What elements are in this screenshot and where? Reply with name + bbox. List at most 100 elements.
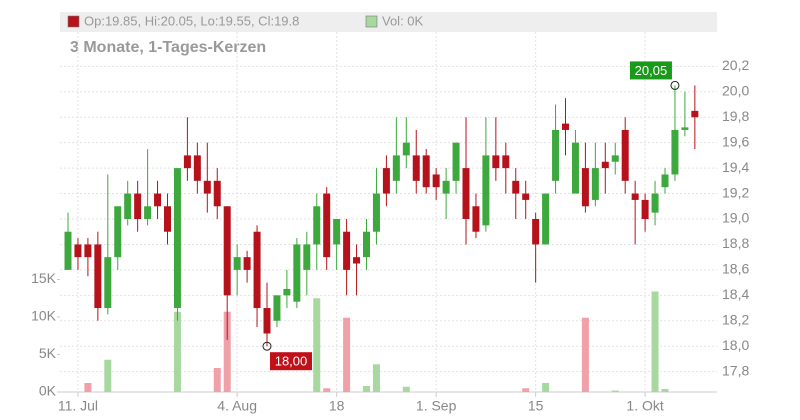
candle-body <box>84 244 92 258</box>
y2-tick-label: 15K <box>31 270 57 286</box>
volume-bar <box>313 298 321 392</box>
candle-body <box>472 206 480 232</box>
candle-body <box>382 168 390 194</box>
y-tick-label: 18,0 <box>722 337 749 353</box>
volume-bar <box>581 317 589 392</box>
candle-body <box>422 155 430 188</box>
volume-bar <box>661 389 669 392</box>
annotation-box <box>270 352 312 371</box>
candle-body <box>482 155 490 226</box>
candle-body <box>303 244 311 270</box>
candle-body <box>144 206 152 219</box>
candle-body <box>124 193 132 219</box>
annotation-marker <box>262 341 272 351</box>
candle-body <box>223 206 231 296</box>
candle-body <box>74 244 82 258</box>
candle-body <box>333 218 341 245</box>
x-tick-label: 18 <box>329 398 345 414</box>
y-tick-label: 19,4 <box>722 159 749 175</box>
volume-bar <box>651 291 659 392</box>
candle-body <box>492 155 500 169</box>
candle-body <box>691 110 699 118</box>
candle-body <box>452 142 460 181</box>
y-tick-label: 20,0 <box>722 82 749 98</box>
candle-body <box>154 193 162 207</box>
legend-label: Vol: 0K <box>382 13 424 28</box>
volume-bar <box>522 388 530 392</box>
volume-bar <box>402 386 410 392</box>
candle-body <box>203 180 211 194</box>
y-tick-label: 20,2 <box>722 57 749 73</box>
candle-body <box>114 206 122 258</box>
y2-tick-label: 0K <box>39 383 57 399</box>
candle-body <box>253 231 261 309</box>
y2-tick-label: 10K <box>31 308 57 324</box>
candle-body <box>293 244 301 302</box>
candle-body <box>512 180 520 194</box>
candle-body <box>233 257 241 270</box>
candle-body <box>532 218 540 245</box>
legend-swatch <box>365 15 378 28</box>
annotation-marker <box>670 80 680 90</box>
candle-body <box>164 206 171 232</box>
candle-body <box>432 174 440 188</box>
candle-body <box>552 129 560 181</box>
candle-body <box>661 174 669 188</box>
candle-body <box>522 193 530 200</box>
annotation-label: 20,05 <box>635 63 668 78</box>
chart-subtitle: 3 Monate, 1-Tages-Kerzen <box>70 39 266 56</box>
candle-body <box>213 180 221 207</box>
candle-body <box>392 155 400 181</box>
volume-bar <box>372 364 380 392</box>
y-tick-label: 19,6 <box>722 133 749 149</box>
volume-bar <box>173 311 181 392</box>
volume-bar <box>104 359 112 392</box>
legend-swatch <box>67 15 80 28</box>
candle-body <box>283 288 291 296</box>
candle-body <box>104 257 112 309</box>
candle-body <box>323 193 331 258</box>
volume-bar <box>611 390 619 392</box>
candle-body <box>94 244 102 309</box>
candle-body <box>542 193 550 245</box>
candle-body <box>353 257 361 264</box>
y2-tick-label: 5K <box>39 345 57 361</box>
x-tick-label: 1. Sep <box>416 398 457 414</box>
candle-body <box>591 168 599 200</box>
candle-body <box>412 155 420 181</box>
candle-body <box>681 127 689 130</box>
candle-body <box>173 168 181 309</box>
x-tick-label: 11. Jul <box>58 398 98 414</box>
candle-body <box>273 295 281 321</box>
y-tick-label: 18,8 <box>722 235 749 251</box>
candle-body <box>372 193 380 232</box>
candle-body <box>263 308 271 334</box>
candle-body <box>631 193 639 200</box>
y-tick-label: 19,2 <box>722 184 749 200</box>
volume-bar <box>213 368 221 392</box>
header-bar <box>60 12 717 32</box>
legend-label: Op:19.85, Hi:20.05, Lo:19.55, Cl:19.8 <box>84 13 299 28</box>
annotation-box <box>629 61 672 80</box>
volume-bar <box>84 383 92 392</box>
candle-body <box>601 161 609 169</box>
candle-body <box>402 142 410 156</box>
volume-bar <box>343 317 351 392</box>
candle-body <box>562 123 569 130</box>
volume-bar <box>223 311 231 392</box>
x-tick-label: 15 <box>528 398 544 414</box>
candle-body <box>571 142 579 194</box>
candle-body <box>581 168 589 207</box>
x-tick-label: 1. Okt <box>626 398 663 414</box>
y-tick-label: 17,8 <box>722 362 749 378</box>
candle-body <box>462 168 470 219</box>
candle-body <box>651 193 659 213</box>
candle-body <box>183 155 191 169</box>
candle-body <box>671 129 679 175</box>
y-tick-label: 18,2 <box>722 311 749 327</box>
candle-body <box>193 155 201 181</box>
volume-bar <box>542 383 550 392</box>
candle-body <box>641 199 649 219</box>
volume-bar <box>363 386 370 392</box>
